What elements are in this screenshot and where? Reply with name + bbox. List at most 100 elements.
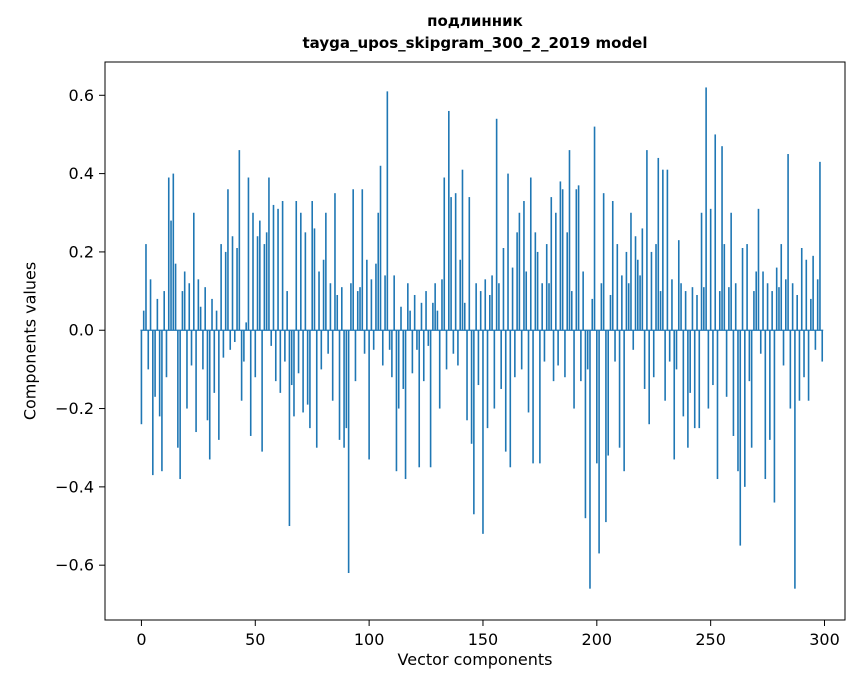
bar: [231, 236, 234, 331]
bar: [459, 259, 461, 331]
bar: [197, 279, 200, 331]
bar: [732, 330, 735, 436]
bar: [461, 169, 464, 331]
bar: [227, 189, 229, 331]
bar: [277, 208, 279, 331]
bar: [566, 232, 569, 331]
bar: [327, 330, 329, 354]
bar: [270, 330, 273, 346]
bar: [689, 330, 691, 393]
bar: [302, 330, 304, 413]
bar: [507, 173, 509, 331]
bar: [222, 330, 225, 358]
bar: [479, 291, 482, 331]
bar: [598, 330, 600, 554]
bar: [420, 302, 423, 331]
bar: [407, 283, 409, 331]
bar: [170, 220, 172, 331]
bar: [580, 330, 582, 382]
bar: [331, 330, 334, 401]
bar: [265, 232, 268, 331]
bar: [463, 302, 466, 331]
bar: [140, 330, 143, 425]
bar: [655, 244, 657, 331]
bar: [199, 306, 202, 331]
bar: [573, 330, 575, 409]
bar: [723, 244, 726, 331]
bar: [322, 259, 325, 331]
bar: [607, 330, 609, 456]
bar: [609, 294, 612, 331]
bar: [775, 267, 778, 331]
bar: [707, 330, 710, 409]
bar: [516, 232, 518, 331]
bar: [145, 244, 147, 331]
bar: [495, 118, 498, 331]
bar: [448, 110, 450, 331]
bar: [268, 177, 270, 331]
bar: [796, 294, 798, 331]
bar: [457, 330, 459, 366]
bar: [158, 330, 161, 417]
bar: [177, 330, 179, 448]
bar: [657, 157, 660, 331]
bar: [281, 201, 284, 331]
bar: [309, 330, 311, 429]
bar: [659, 291, 662, 331]
y-tick-label: 0.0: [69, 321, 94, 340]
bar: [616, 244, 619, 331]
bar: [548, 283, 550, 331]
bar: [354, 330, 357, 382]
x-axis-label: Vector components: [397, 650, 553, 669]
x-tick-label: 200: [582, 630, 613, 649]
bar: [152, 330, 154, 476]
bar: [236, 248, 238, 331]
bar: [213, 330, 216, 393]
bar: [523, 201, 525, 331]
bar: [648, 330, 650, 425]
bar: [518, 212, 521, 331]
bar: [698, 330, 701, 429]
bar: [541, 283, 543, 331]
bar: [814, 330, 817, 350]
bar: [812, 255, 814, 331]
bar: [466, 330, 468, 421]
bar: [630, 212, 632, 331]
bar: [753, 291, 755, 331]
bar: [454, 193, 457, 331]
bar: [703, 287, 705, 331]
bar: [789, 330, 792, 409]
bar: [393, 275, 395, 331]
bar: [313, 228, 316, 331]
bar: [671, 279, 673, 331]
bar: [785, 279, 787, 331]
bar: [233, 330, 236, 342]
bar: [188, 283, 191, 331]
bar: [693, 330, 696, 429]
bar: [675, 330, 678, 370]
bar: [759, 330, 762, 354]
bar: [372, 330, 375, 350]
bar: [190, 330, 193, 366]
bar: [163, 291, 165, 331]
bar: [341, 287, 343, 331]
bar: [625, 251, 628, 331]
bar: [343, 330, 345, 448]
bar: [256, 236, 259, 331]
bar: [418, 330, 421, 468]
bar: [261, 330, 263, 452]
bar: [800, 248, 803, 331]
bar: [614, 330, 616, 362]
bar: [744, 330, 746, 487]
bar: [778, 287, 780, 331]
bar: [425, 291, 427, 331]
bar: [794, 330, 796, 589]
bar: [402, 330, 405, 389]
bar: [725, 330, 728, 397]
bar: [780, 244, 783, 331]
bar: [819, 161, 821, 331]
bar: [687, 330, 689, 448]
bar: [637, 259, 639, 331]
bar: [218, 330, 220, 440]
bar: [295, 201, 298, 331]
